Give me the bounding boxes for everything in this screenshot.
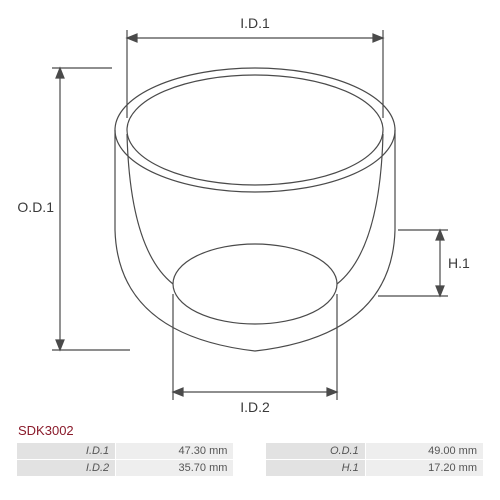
cell-value: 17.20 mm [365,460,483,477]
cell-label: I.D.2 [17,460,116,477]
table-row: I.D.2 35.70 mm H.1 17.20 mm [17,460,484,477]
label-od1: O.D.1 [17,199,54,215]
part-number: SDK3002 [18,423,74,438]
technical-drawing: I.D.1 I.D.2 O.D.1 H.1 [0,0,500,430]
cell-value: 47.30 mm [116,443,234,460]
spec-table: I.D.1 47.30 mm O.D.1 49.00 mm I.D.2 35.7… [16,442,484,477]
cell-label: O.D.1 [266,443,365,460]
cell-label: I.D.1 [17,443,116,460]
cell-label: H.1 [266,460,365,477]
cell-value: 49.00 mm [365,443,483,460]
table-row: I.D.1 47.30 mm O.D.1 49.00 mm [17,443,484,460]
cell-value: 35.70 mm [116,460,234,477]
label-id1: I.D.1 [240,15,270,31]
label-h1: H.1 [448,255,470,271]
label-id2: I.D.2 [240,399,270,415]
